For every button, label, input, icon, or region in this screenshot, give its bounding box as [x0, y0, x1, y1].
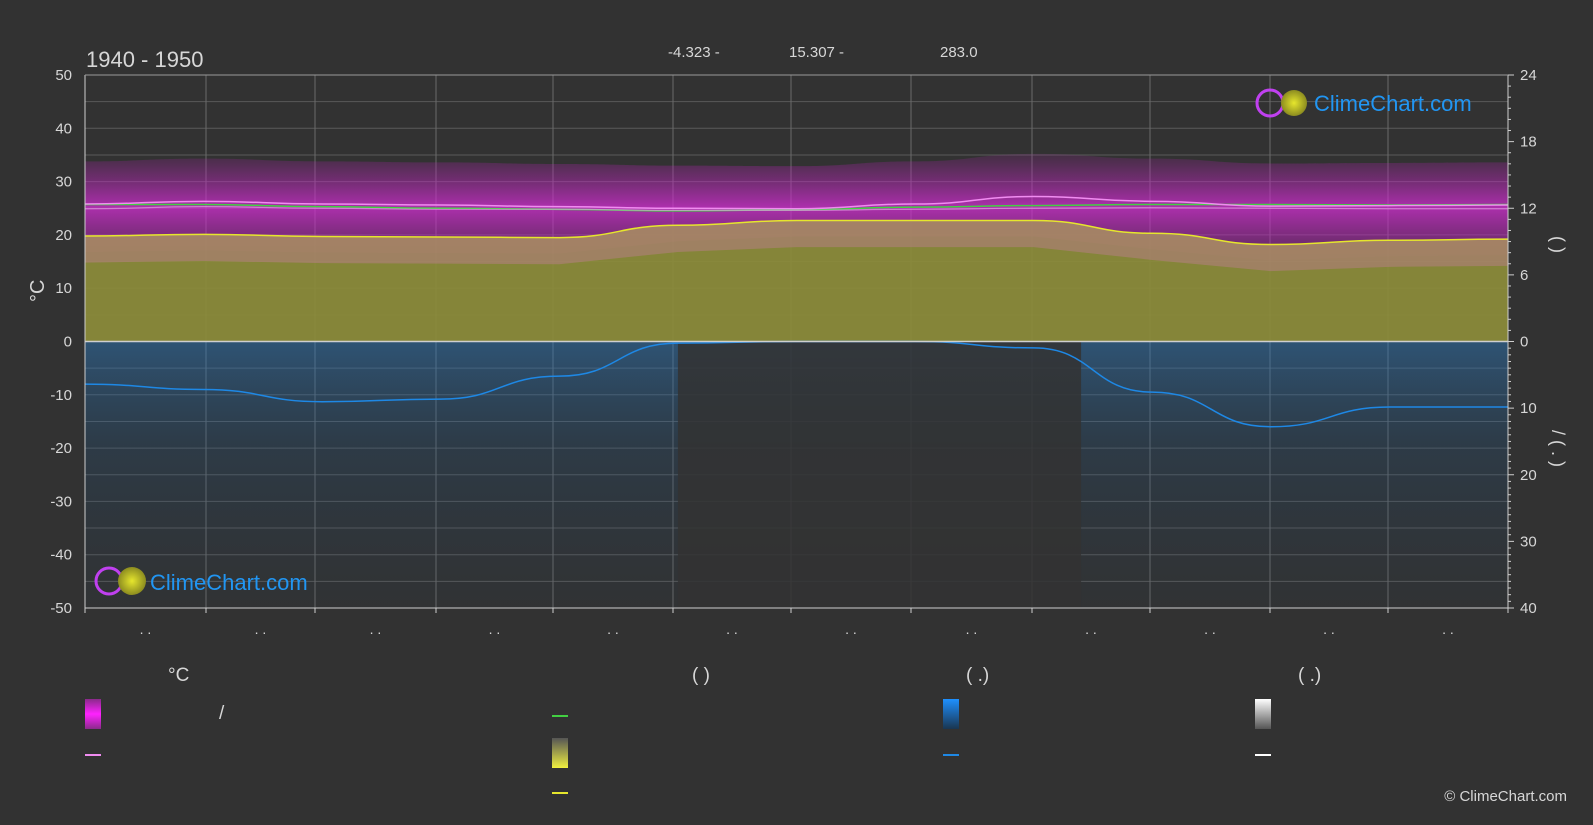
- x-tick-label: . .: [255, 621, 267, 637]
- legend-col2-title: ( ): [692, 665, 710, 686]
- y-tick-right-bottom: 30: [1520, 533, 1537, 550]
- legend-col1-text: /: [219, 703, 225, 724]
- dry-season-area: [677, 341, 1082, 608]
- legend-col1-title: °C: [168, 665, 190, 686]
- y-tick-left: -40: [50, 547, 72, 564]
- y-tick-right-bottom: 40: [1520, 600, 1537, 617]
- y-tick-right-top: 24: [1520, 67, 1537, 84]
- logo-text-top: ClimeChart.com: [1314, 91, 1472, 116]
- sunshine-overlap-band: [85, 220, 1508, 272]
- legend-temp-range-swatch: [85, 699, 101, 729]
- logo-sun-icon: [1281, 90, 1307, 116]
- legend-sunshine-swatch: [552, 738, 568, 768]
- x-tick-label: . .: [966, 621, 978, 637]
- data-fills: [85, 153, 1508, 608]
- x-tick-label: . .: [370, 621, 382, 637]
- sunshine-hours-line: [84, 219, 1509, 246]
- y-tick-left: 20: [55, 227, 72, 244]
- y-tick-left: 40: [55, 120, 72, 137]
- y-axis-label-left: °C: [27, 280, 49, 302]
- chart-title: 1940 - 1950: [86, 47, 203, 72]
- legend-col4-title: ( .): [1298, 665, 1322, 686]
- y-tick-right-top: 12: [1520, 200, 1537, 217]
- logo-top: ClimeChart.com: [1255, 88, 1472, 118]
- logo-bottom: ClimeChart.com: [94, 566, 308, 596]
- legend-precip-swatch: [943, 699, 959, 729]
- legend-snow-line: [1255, 754, 1271, 756]
- x-tick-label: . .: [489, 621, 501, 637]
- y-tick-left: 30: [55, 174, 72, 191]
- y-tick-left: -10: [50, 387, 72, 404]
- y-tick-right-top: 0: [1520, 334, 1528, 351]
- x-tick-label: . .: [1085, 621, 1097, 637]
- header-value-1: -4.323 -: [668, 44, 720, 61]
- y-axis-label-right-bottom: / ( . ): [1548, 430, 1568, 467]
- logo-text-bottom: ClimeChart.com: [150, 570, 308, 595]
- legend-sunshine-line-green: [552, 715, 568, 717]
- x-tick-label: . .: [1442, 621, 1454, 637]
- y-tick-right-top: 6: [1520, 267, 1528, 284]
- x-tick-label: . .: [140, 621, 152, 637]
- y-tick-right-bottom: 10: [1520, 400, 1537, 417]
- y-tick-right-top: 18: [1520, 134, 1537, 151]
- y-tick-left: -20: [50, 440, 72, 457]
- y-axis-label-right-top: ( ): [1548, 236, 1568, 253]
- y-tick-left: 0: [64, 334, 72, 351]
- max-temp-line: [84, 195, 1509, 210]
- header-value-3: 283.0: [940, 44, 978, 61]
- y-tick-right-bottom: 20: [1520, 467, 1537, 484]
- x-tick-label: . .: [726, 621, 738, 637]
- mean-temp-line: [84, 206, 1508, 211]
- y-tick-left: -50: [50, 600, 72, 617]
- legend-max-temp-line: [85, 754, 101, 756]
- x-tick-label: . .: [607, 621, 619, 637]
- x-tick-label: . .: [1204, 621, 1216, 637]
- sunshine-area: [85, 220, 1508, 342]
- logo-sun-icon: [118, 567, 146, 595]
- legend-sunshine-line-yellow: [552, 792, 568, 794]
- y-tick-left: 10: [55, 280, 72, 297]
- x-tick-label: . .: [845, 621, 857, 637]
- legend-snow-swatch: [1255, 699, 1271, 729]
- header-value-2: 15.307 -: [789, 44, 844, 61]
- copyright: © ClimeChart.com: [1444, 788, 1567, 805]
- legend-precip-line: [943, 754, 959, 756]
- climate-chart: 1940 - 1950 -4.323 - 15.307 - 283.0 50 40…: [27, 44, 1568, 637]
- x-tick-label: . .: [1323, 621, 1335, 637]
- y-tick-left: 50: [55, 67, 72, 84]
- legend-col3-title: ( .): [966, 665, 990, 686]
- axes: 50 40 30 20 10 0 -10 -20 -30 -40 -50 24 18 12 6 0 10 20 30…: [50, 67, 1536, 637]
- y-tick-left: -30: [50, 493, 72, 510]
